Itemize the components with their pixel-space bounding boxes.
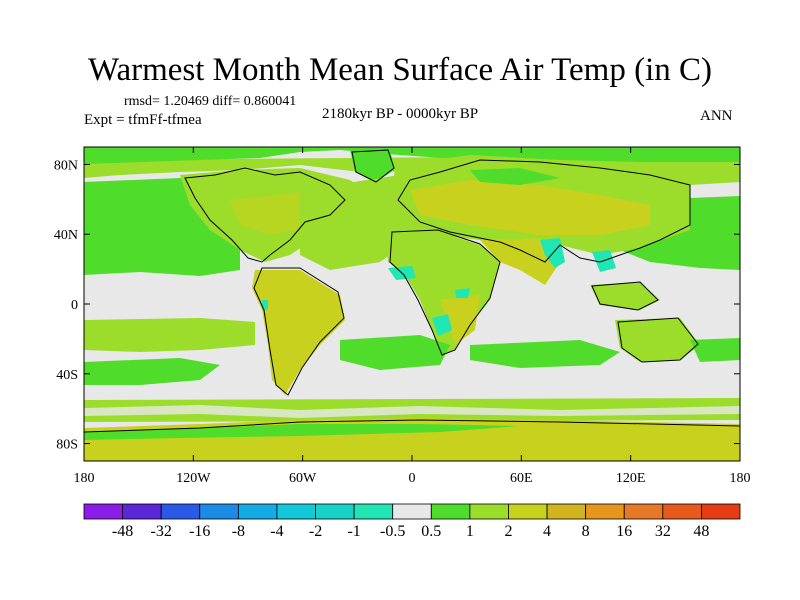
lat-tick-label: 40S: [56, 368, 78, 383]
colorbar-swatch: [546, 503, 587, 520]
coast-greenland: [351, 149, 395, 183]
field-north-atlantic: [300, 175, 410, 270]
colorbar-swatch: [701, 503, 741, 520]
field-south-america: [252, 270, 345, 395]
colorbar-swatch: [160, 503, 201, 520]
colorbar-label: -0.5: [380, 523, 405, 540]
colorbar-label: 2: [504, 523, 512, 540]
colorbar-label: 48: [693, 523, 709, 540]
colorbar-swatch: [392, 503, 432, 520]
field-south-pacific-band: [84, 318, 255, 352]
colorbar-label: -8: [232, 523, 245, 540]
coast-australia: [617, 317, 699, 363]
colorbar-label: 4: [543, 523, 551, 540]
lon-tick-label: 120W: [176, 471, 211, 486]
period-text: 2180kyr BP - 0000kyr BP: [322, 106, 479, 122]
colorbar-swatch: [122, 503, 162, 520]
coast-south-america: [253, 267, 345, 396]
field-southern-ocean-gap: [84, 405, 740, 418]
colorbar-label: -4: [270, 523, 283, 540]
lat-tick-label: 40N: [54, 228, 78, 243]
plot-title: Warmest Month Mean Surface Air Temp (in …: [87, 52, 713, 88]
field-australia: [615, 318, 700, 362]
colorbar-label: -32: [151, 523, 172, 540]
lat-tick-label: 0: [71, 298, 78, 313]
stats-text: rmsd= 1.20469 diff= 0.860041: [124, 94, 297, 109]
field-south-africa: [440, 295, 480, 345]
coast-indonesia: [591, 281, 659, 311]
colorbar-label: -48: [112, 523, 133, 540]
colorbar-label: 1: [466, 523, 474, 540]
colorbar-swatch: [430, 503, 471, 520]
field-cyan-pacific: [262, 300, 268, 310]
field-south-pacific-band-2: [84, 358, 220, 385]
colorbar-swatch: [83, 503, 123, 520]
field-africa: [385, 232, 500, 355]
field-cyan-south-africa: [432, 314, 452, 336]
coast-antarctica: [84, 419, 740, 433]
coast-north-america: [184, 167, 346, 263]
field-greenland: [350, 150, 395, 182]
colorbar-swatch: [199, 503, 239, 520]
latitude-axis: 80N 40N 0 40S 80S: [54, 158, 740, 453]
colorbar-swatch: [623, 503, 664, 520]
colorbar-swatch: [276, 503, 316, 520]
field-siberia: [470, 168, 560, 185]
field-eurasia-warm: [410, 180, 650, 235]
colorbar-label: 8: [582, 523, 590, 540]
field-south-pacific-east: [690, 338, 740, 362]
colorbar-label: 0.5: [421, 523, 441, 540]
colorbar-swatch: [315, 503, 355, 520]
colorbar-label: 16: [616, 523, 632, 540]
temperature-field: [84, 147, 740, 461]
coast-africa: [389, 229, 501, 356]
lon-tick-label: 60E: [510, 471, 533, 486]
colorbar-swatch: [237, 503, 278, 520]
colorbar-swatch: [469, 503, 509, 520]
coast-eurasia: [397, 159, 691, 263]
lat-tick-label: 80N: [54, 158, 78, 173]
coastlines: [84, 149, 740, 433]
field-antarctica-edge: [84, 424, 520, 440]
colorbar-swatch: [662, 503, 702, 520]
field-indian-band: [470, 340, 620, 368]
lon-tick-label: 180: [730, 471, 751, 486]
colorbar: -48 -32 -16 -8 -4 -2 -1 -0.5 0.5 1 2 4 8 16 32 48: [83, 503, 741, 540]
longitude-axis: 180 120W 60W 0 60E 120E 180: [74, 147, 751, 486]
season-text: ANN: [700, 108, 733, 124]
field-indonesia: [590, 282, 660, 310]
colorbar-swatch: [353, 503, 394, 520]
experiment-text: Expt = tfmFf-tfmea: [84, 112, 202, 128]
lon-tick-label: 0: [409, 471, 416, 486]
field-arabia-india: [480, 238, 560, 285]
colorbar-swatch: [585, 503, 625, 520]
field-cyan-east-africa: [455, 288, 470, 298]
lon-tick-label: 60W: [289, 471, 317, 486]
lat-tick-label: 80S: [56, 438, 78, 453]
colorbar-swatch: [508, 503, 548, 520]
field-south-atlantic-band: [340, 335, 450, 370]
colorbar-label: -2: [309, 523, 322, 540]
lon-tick-label: 120E: [616, 471, 646, 486]
colorbar-label: 32: [655, 523, 671, 540]
lon-tick-label: 180: [74, 471, 95, 486]
colorbar-label: -1: [347, 523, 360, 540]
field-arctic-edge: [84, 147, 740, 164]
colorbar-label: -16: [189, 523, 210, 540]
